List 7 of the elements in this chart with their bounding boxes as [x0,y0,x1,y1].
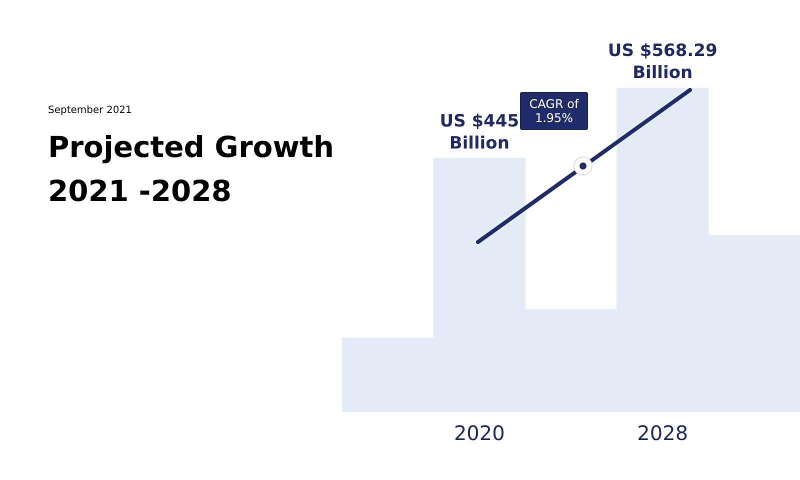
data-label: US $568.29 Billion [608,41,718,84]
text: September 2021 [48,105,132,116]
x-tick-label: 2028 [637,421,688,446]
text: Projected Growth 2021 -2028 [48,129,335,210]
annotation: CAGR of 1.95% [520,92,588,130]
data-label: US $445 Billion [440,111,520,154]
x-tick-label: 2020 [454,421,505,446]
